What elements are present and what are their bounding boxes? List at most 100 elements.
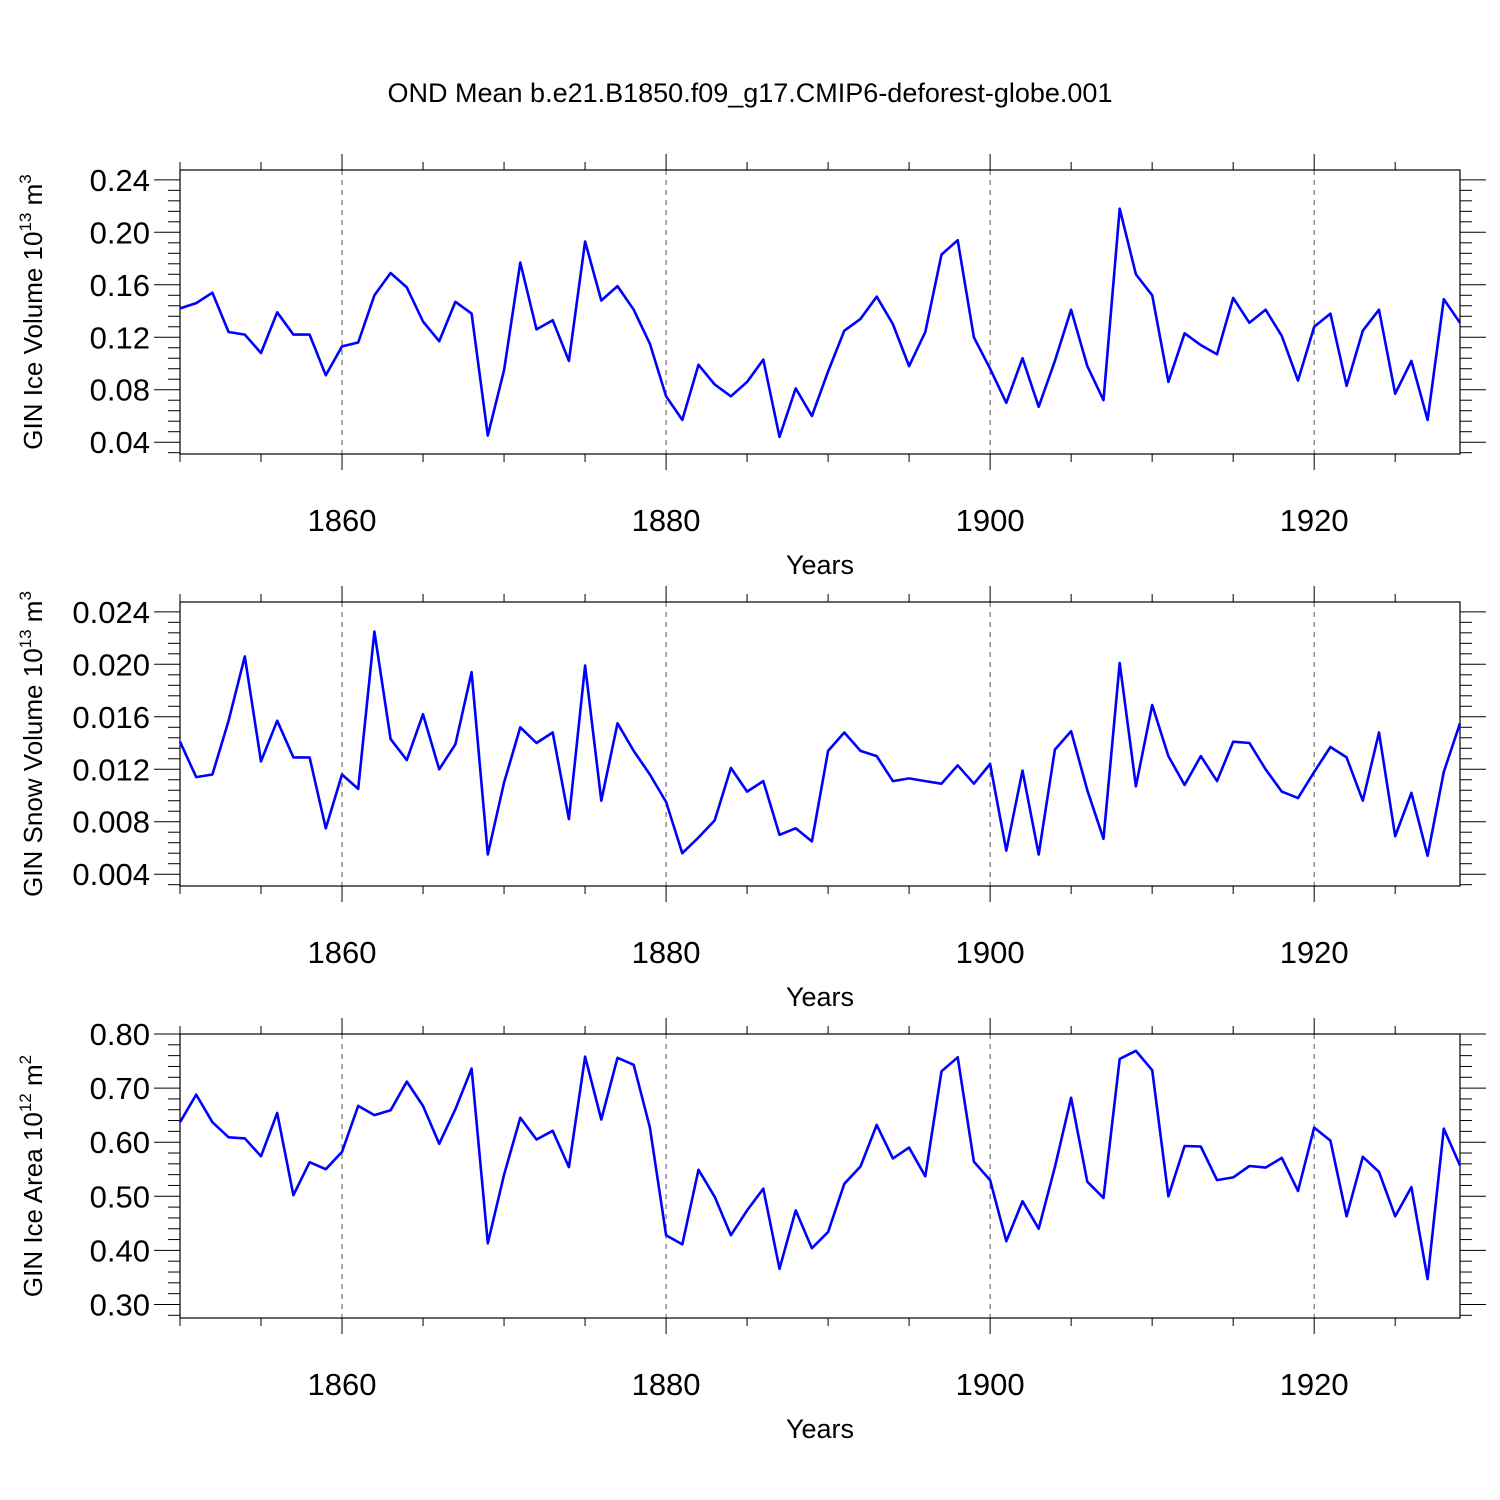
data-point [275, 310, 279, 314]
data-point [1199, 754, 1203, 758]
data-point [648, 1126, 652, 1130]
data-point [875, 754, 879, 758]
data-point [1393, 1214, 1397, 1218]
data-point [1085, 364, 1089, 368]
data-point [988, 367, 992, 371]
data-point [502, 368, 506, 372]
data-point [1458, 1164, 1462, 1168]
data-point [1296, 1189, 1300, 1193]
data-point [259, 1154, 263, 1158]
data-point [599, 799, 603, 803]
data-point [356, 341, 360, 345]
data-point [826, 1230, 830, 1234]
data-point [632, 749, 636, 753]
data-point [1280, 334, 1284, 338]
data-point [1280, 790, 1284, 794]
x-tick-label: 1860 [308, 503, 377, 538]
data-point [1004, 1239, 1008, 1243]
y-tick-label: 0.30 [90, 1287, 150, 1322]
data-point [453, 742, 457, 746]
data-point [697, 363, 701, 367]
y-tick-label: 0.16 [90, 268, 150, 303]
data-point [616, 721, 620, 725]
data-point [599, 299, 603, 303]
data-point [988, 1178, 992, 1182]
data-point [178, 1120, 182, 1124]
data-point [891, 1156, 895, 1160]
x-tick-label: 1900 [956, 935, 1025, 970]
data-point [243, 1136, 247, 1140]
data-point [1377, 731, 1381, 735]
data-point [583, 664, 587, 668]
y-tick-label: 0.016 [72, 700, 150, 735]
data-point [518, 725, 522, 729]
data-point [940, 782, 944, 786]
data-point [291, 755, 295, 759]
data-point [291, 1193, 295, 1197]
data-point [1004, 849, 1008, 853]
ice-area-panel: 0.30 0.40 0.50 0.60 0.70 0.80 1860 1880 1900 1920… [16, 1017, 1486, 1444]
data-point [956, 763, 960, 767]
data-point [778, 435, 782, 439]
y-tick-label: 0.008 [72, 805, 150, 840]
y-tick-label: 0.60 [90, 1125, 150, 1160]
data-point [1134, 784, 1138, 788]
data-point [324, 373, 328, 377]
data-point [1183, 331, 1187, 335]
data-point [340, 344, 344, 348]
data-point [1264, 308, 1268, 312]
data-point [1312, 325, 1316, 329]
data-point [1442, 1127, 1446, 1131]
data-point [923, 330, 927, 334]
data-point [437, 339, 441, 343]
y-axis-label: GIN Ice Area 1012 m2 [16, 1055, 48, 1297]
data-point [421, 1104, 425, 1108]
data-point [308, 333, 312, 337]
data-point [745, 380, 749, 384]
y-axis-label: GIN Snow Volume 1013 m3 [16, 591, 48, 897]
data-point [210, 1120, 214, 1124]
data-point [1021, 356, 1025, 360]
data-point [826, 369, 830, 373]
y-tick-label: 0.04 [90, 425, 150, 460]
x-tick-label: 1920 [1280, 935, 1349, 970]
y-tick-label: 0.24 [90, 163, 150, 198]
data-point [551, 318, 555, 322]
data-point [259, 351, 263, 355]
data-point [891, 322, 895, 326]
series-line [179, 207, 1462, 439]
data-point [1361, 329, 1365, 333]
data-point [988, 762, 992, 766]
data-point [389, 271, 393, 275]
data-point [1345, 755, 1349, 759]
data-point [567, 359, 571, 363]
data-point [1134, 272, 1138, 276]
data-point [259, 759, 263, 763]
y-label-unit-exponent: 3 [16, 591, 35, 600]
data-point [1264, 767, 1268, 771]
data-point [745, 790, 749, 794]
data-point [859, 317, 863, 321]
data-point [178, 740, 182, 744]
data-point [810, 1246, 814, 1250]
data-point [372, 630, 376, 634]
data-point [470, 670, 474, 674]
y-label-unit-exponent: 2 [16, 1055, 35, 1064]
data-point [1312, 770, 1316, 774]
ice-volume-panel: 0.04 0.08 0.12 0.16 0.20 0.24 1860 1880 1900 1920… [16, 154, 1486, 580]
data-point [697, 836, 701, 840]
x-axis-label: Years [786, 1414, 854, 1444]
data-point [842, 329, 846, 333]
data-point [729, 766, 733, 770]
data-point [1021, 1199, 1025, 1203]
plot-frame [179, 1033, 1461, 1319]
data-point [1069, 1096, 1073, 1100]
data-point [907, 364, 911, 368]
data-point [599, 1118, 603, 1122]
data-point [551, 731, 555, 735]
data-point [1377, 308, 1381, 312]
data-point [907, 776, 911, 780]
data-point [178, 306, 182, 310]
data-point [1118, 207, 1122, 211]
